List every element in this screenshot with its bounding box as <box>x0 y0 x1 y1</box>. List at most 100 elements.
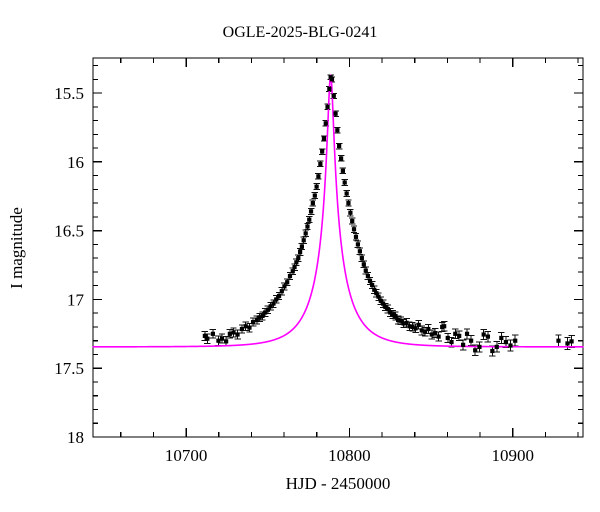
y-tick-label: 17.5 <box>54 359 84 378</box>
data-point <box>243 324 248 329</box>
data-point <box>442 324 447 329</box>
data-point <box>426 326 431 332</box>
data-point <box>339 156 344 161</box>
data-point <box>380 301 386 306</box>
data-point <box>503 339 509 345</box>
data-point <box>268 304 273 309</box>
data-point <box>449 339 454 345</box>
data-point <box>473 348 478 353</box>
data-point <box>556 338 561 343</box>
data-point <box>401 321 406 326</box>
data-point <box>348 210 353 215</box>
data-point <box>303 231 308 236</box>
data-point <box>355 242 361 247</box>
data-point <box>469 338 474 343</box>
data-point <box>254 317 259 323</box>
axis-tick-labels: 10700 10800 10900 15.5 16 16.5 17 17.5 18 <box>54 84 534 465</box>
x-axis-label: HJD - 2450000 <box>286 474 391 493</box>
y-axis-label: I magnitude <box>7 207 26 289</box>
model-curve <box>92 74 584 348</box>
data-point <box>329 77 335 82</box>
data-point <box>231 330 236 335</box>
data-point <box>276 293 282 299</box>
data-point <box>333 111 338 116</box>
y-tick-label: 16.5 <box>54 222 84 241</box>
data-point <box>285 280 290 285</box>
data-point <box>490 348 495 354</box>
data-point <box>314 184 319 189</box>
data-points <box>202 75 574 354</box>
data-point <box>299 244 304 249</box>
x-tick-label: 10800 <box>328 446 371 465</box>
data-point <box>378 298 383 303</box>
data-point <box>393 313 398 319</box>
y-tick-label: 18 <box>67 428 84 447</box>
data-point <box>508 343 513 348</box>
data-point <box>210 331 215 336</box>
data-point <box>359 256 364 261</box>
data-point <box>396 317 401 323</box>
data-point <box>296 256 301 261</box>
data-point <box>374 291 379 296</box>
data-point <box>422 329 428 334</box>
data-point <box>335 128 340 133</box>
data-point <box>404 320 409 325</box>
data-point <box>271 301 276 306</box>
data-point <box>301 238 306 243</box>
page-title: OGLE-2025-BLG-0241 <box>223 24 378 41</box>
data-point <box>344 191 349 196</box>
data-point <box>376 294 381 299</box>
data-point <box>305 224 310 229</box>
data-point <box>413 326 418 331</box>
data-point <box>287 273 293 279</box>
data-point <box>513 338 518 343</box>
axis-ticks <box>93 58 583 438</box>
data-point <box>457 333 462 338</box>
data-point <box>350 218 355 224</box>
data-point <box>325 104 330 109</box>
data-point <box>363 268 368 273</box>
data-point <box>321 136 327 141</box>
data-point <box>416 322 421 327</box>
data-point <box>494 344 499 349</box>
data-point <box>385 306 390 312</box>
plot-frame <box>92 57 584 438</box>
data-point <box>481 332 486 337</box>
data-point <box>453 331 458 336</box>
data-point <box>477 344 482 349</box>
data-point <box>410 324 415 330</box>
data-point <box>357 249 362 254</box>
data-point <box>429 332 434 337</box>
data-point <box>265 307 271 312</box>
data-point <box>282 284 287 289</box>
data-point <box>419 328 424 333</box>
data-point <box>367 278 373 283</box>
y-tick-label: 16 <box>67 153 84 172</box>
data-point <box>461 342 466 347</box>
data-point <box>290 269 295 274</box>
data-point <box>320 149 325 154</box>
data-point <box>292 265 297 270</box>
data-point <box>202 333 207 338</box>
data-point <box>247 325 252 330</box>
data-point <box>257 315 262 320</box>
data-point <box>370 282 375 288</box>
data-point <box>318 161 323 167</box>
data-point <box>365 273 370 279</box>
data-point <box>433 331 438 336</box>
data-point <box>337 143 342 149</box>
data-point <box>323 121 328 126</box>
y-tick-label: 17 <box>67 290 85 309</box>
data-point <box>351 227 357 232</box>
data-point <box>464 331 470 336</box>
data-point <box>485 334 491 339</box>
data-point <box>499 335 504 341</box>
data-point <box>310 201 315 206</box>
data-point <box>263 310 268 315</box>
data-point <box>342 180 347 185</box>
data-point <box>565 341 570 346</box>
data-point <box>298 249 303 255</box>
data-point <box>227 331 232 336</box>
data-point <box>235 332 240 337</box>
